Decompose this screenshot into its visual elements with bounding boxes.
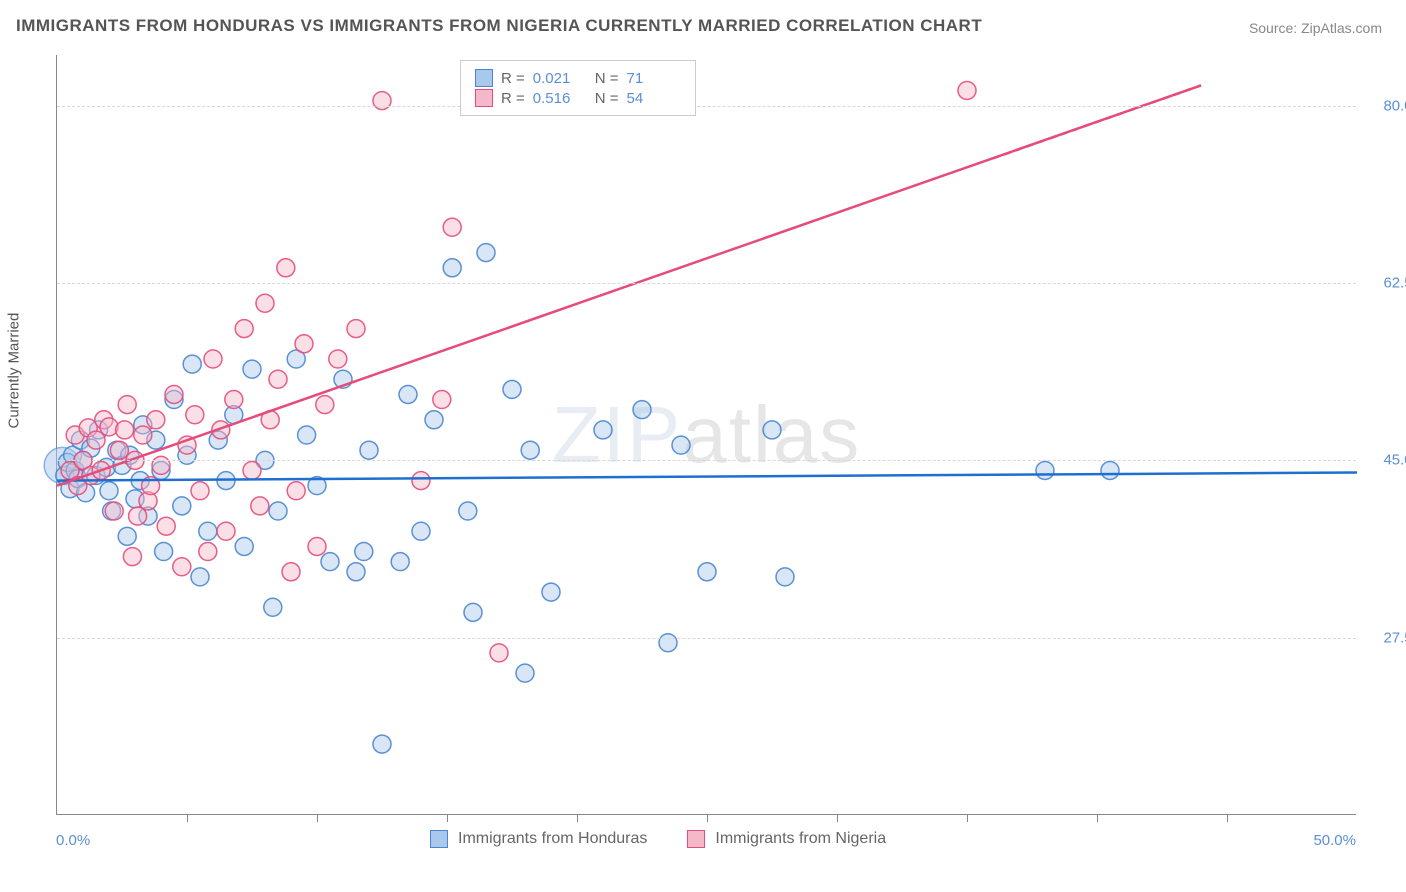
stats-row-nigeria: R = 0.516 N = 54 <box>475 89 681 107</box>
scatter-svg <box>57 55 1356 814</box>
x-axis-min-label: 0.0% <box>56 832 90 849</box>
plot-area: ZIPatlas 27.5%45.0%62.5%80.0% <box>56 55 1356 815</box>
y-tick-label: 62.5% <box>1366 275 1406 292</box>
stats-legend-box: R = 0.021 N = 71 R = 0.516 N = 54 <box>460 60 696 116</box>
swatch-pink-icon <box>687 830 705 848</box>
y-tick-label: 80.0% <box>1366 97 1406 114</box>
x-tick <box>1227 814 1228 822</box>
swatch-pink-icon <box>475 89 493 107</box>
legend-item-nigeria: Immigrants from Nigeria <box>687 830 886 848</box>
gridline <box>57 460 1356 461</box>
gridline <box>57 638 1356 639</box>
y-axis-label: Currently Married <box>6 313 23 429</box>
bottom-legend: Immigrants from Honduras Immigrants from… <box>430 830 886 848</box>
x-tick <box>707 814 708 822</box>
gridline <box>57 283 1356 284</box>
gridline <box>57 106 1356 107</box>
swatch-blue-icon <box>475 69 493 87</box>
x-axis-max-label: 50.0% <box>1313 832 1356 849</box>
x-tick <box>967 814 968 822</box>
y-tick-label: 27.5% <box>1366 629 1406 646</box>
x-tick <box>837 814 838 822</box>
x-tick <box>187 814 188 822</box>
x-tick <box>317 814 318 822</box>
stats-row-honduras: R = 0.021 N = 71 <box>475 69 681 87</box>
x-tick <box>577 814 578 822</box>
source-attribution: Source: ZipAtlas.com <box>1249 20 1382 36</box>
legend-label: Immigrants from Nigeria <box>715 830 886 848</box>
x-tick <box>447 814 448 822</box>
y-tick-label: 45.0% <box>1366 452 1406 469</box>
swatch-blue-icon <box>430 830 448 848</box>
chart-title: IMMIGRANTS FROM HONDURAS VS IMMIGRANTS F… <box>16 16 982 36</box>
legend-item-honduras: Immigrants from Honduras <box>430 830 647 848</box>
legend-label: Immigrants from Honduras <box>458 830 647 848</box>
x-tick <box>1097 814 1098 822</box>
